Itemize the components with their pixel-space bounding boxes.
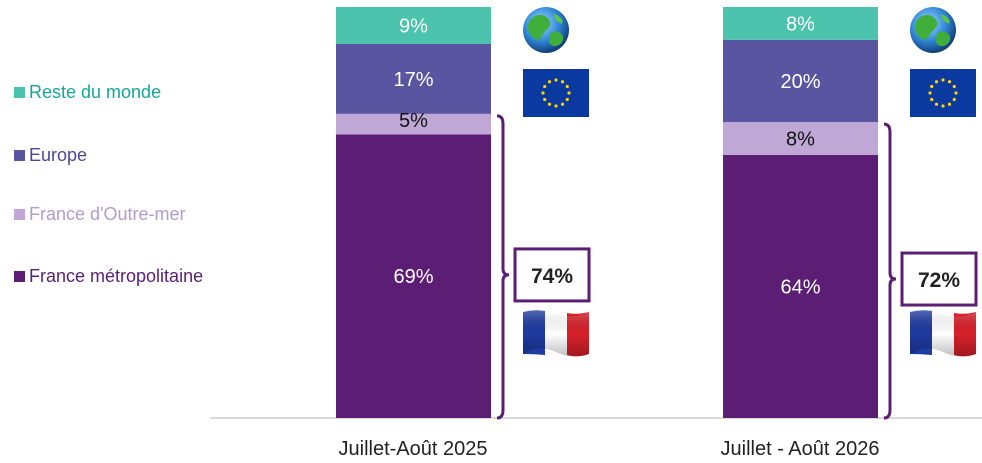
eu-star	[947, 80, 952, 84]
data-label: 17%	[393, 69, 433, 91]
legend-label: Europe	[29, 145, 88, 165]
eu-star	[941, 104, 945, 108]
legend-label: France d'Outre-mer	[29, 204, 186, 224]
eu-star	[934, 102, 939, 106]
data-label: 20%	[780, 71, 820, 93]
data-label: 5%	[399, 110, 428, 132]
eu-flag-icon	[910, 69, 976, 117]
eu-flag-icon	[523, 69, 589, 117]
legend-item-france-outre-mer: France d'Outre-mer	[14, 204, 185, 225]
eu-star	[554, 78, 558, 82]
legend-swatch	[14, 150, 25, 161]
eu-star	[547, 80, 552, 84]
eu-star	[941, 78, 945, 82]
globe-icon	[910, 7, 956, 53]
annotation-box	[900, 251, 978, 307]
french-flag-icon	[910, 310, 976, 357]
eu-star	[560, 80, 565, 84]
segment-reste-du-monde	[336, 7, 491, 44]
eu-star	[930, 84, 934, 89]
data-label: 9%	[399, 15, 428, 37]
annotation-label: 72%	[918, 269, 960, 292]
segment-reste-du-monde	[723, 7, 878, 40]
eu-star	[543, 84, 547, 89]
data-label: 64%	[780, 276, 820, 298]
eu-star	[947, 102, 952, 106]
segment-france-outre-mer	[336, 113, 491, 135]
x-tick-label: Juillet-Août 2025	[338, 438, 488, 460]
segment-europe	[723, 39, 878, 123]
eu-star	[954, 91, 958, 95]
segment-france-metropolitaine	[336, 134, 491, 418]
segment-france-outre-mer	[723, 122, 878, 155]
legend-swatch	[14, 209, 25, 220]
data-label: 8%	[786, 129, 815, 151]
legend-label: France métropolitaine	[29, 266, 204, 286]
data-label: 8%	[786, 13, 815, 35]
legend-item-europe: Europe	[14, 145, 87, 166]
globe-icon	[523, 7, 569, 53]
eu-star	[934, 80, 939, 84]
eu-star	[952, 97, 956, 102]
french-flag-icon	[523, 310, 589, 357]
eu-star	[560, 102, 565, 106]
annotation-box	[513, 247, 591, 303]
eu-star	[565, 84, 569, 89]
x-tick-label: Juillet - Août 2026	[720, 438, 880, 460]
eu-star	[547, 102, 552, 106]
legend-item-reste-du-monde: Reste du monde	[14, 82, 161, 103]
data-label: 69%	[393, 266, 433, 288]
eu-star	[565, 97, 569, 102]
brace-bracket	[496, 114, 510, 420]
segment-europe	[336, 43, 491, 114]
legend-swatch	[14, 271, 25, 282]
legend-swatch	[14, 87, 25, 98]
eu-star	[543, 97, 547, 102]
eu-star	[952, 84, 956, 89]
eu-star	[567, 91, 571, 95]
brace-bracket	[883, 122, 897, 420]
segment-france-metropolitaine	[723, 154, 878, 418]
eu-star	[541, 91, 545, 95]
annotation-label: 74%	[531, 265, 573, 288]
eu-star	[554, 104, 558, 108]
legend-label: Reste du monde	[29, 82, 162, 102]
eu-star	[928, 91, 932, 95]
eu-star	[930, 97, 934, 102]
legend-item-france-metropolitaine: France métropolitaine	[14, 266, 203, 287]
